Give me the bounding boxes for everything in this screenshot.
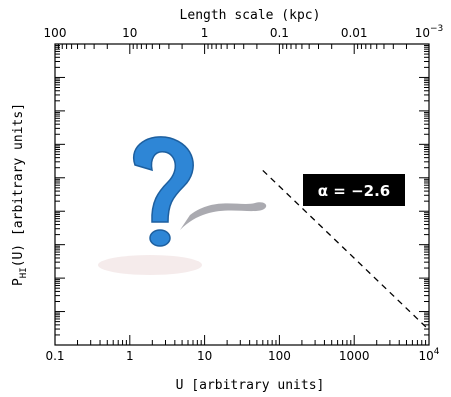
y-axis-label-sub: HI xyxy=(19,267,29,278)
x-tick-label: 1 xyxy=(126,349,134,363)
top-tick-label: 10−3 xyxy=(415,24,444,40)
x-tick-label: 1000 xyxy=(339,349,370,363)
y-axis-label: PHI(U) [arbitrary units] xyxy=(11,103,29,286)
annotation-box xyxy=(303,174,405,206)
question-mark-shadow xyxy=(180,202,267,230)
plot-frame xyxy=(54,43,430,346)
question-mark-hook xyxy=(132,136,194,223)
alpha-annotation: α = −2.6 xyxy=(303,174,405,206)
x-tick-label: 100 xyxy=(268,349,291,363)
top-tick-exponent: −3 xyxy=(430,24,443,34)
x-tick-label: 0.1 xyxy=(45,349,64,363)
x-tick-label: 10 xyxy=(197,349,212,363)
top-tick-label: 0.1 xyxy=(270,26,289,40)
top-tick-label: 10 xyxy=(122,26,137,40)
x-tick-label: 104 xyxy=(418,347,439,363)
question-mark-dot xyxy=(149,229,171,247)
dashed-slope-line xyxy=(262,169,430,331)
y-axis-label-main: P xyxy=(11,278,26,286)
x-axis-label: U [arbitrary units] xyxy=(176,378,325,393)
x-tick-exponent: 4 xyxy=(434,347,440,357)
y-axis-label-rest: (U) [arbitrary units] xyxy=(11,103,26,267)
top-tick-label: 0.01 xyxy=(341,26,368,40)
top-tick-label: 1 xyxy=(201,26,209,40)
shadow-floor xyxy=(98,255,202,275)
annotation-text: α = −2.6 xyxy=(318,182,390,200)
top-tick-label: 100 xyxy=(44,26,67,40)
question-mark-icon xyxy=(98,136,267,275)
plot-area: 0.1 1 10 100 1000 104 100 10 1 0.1 0.01 10−3 U [arbi… xyxy=(11,8,443,393)
top-axis-label: Length scale (kpc) xyxy=(180,8,321,23)
